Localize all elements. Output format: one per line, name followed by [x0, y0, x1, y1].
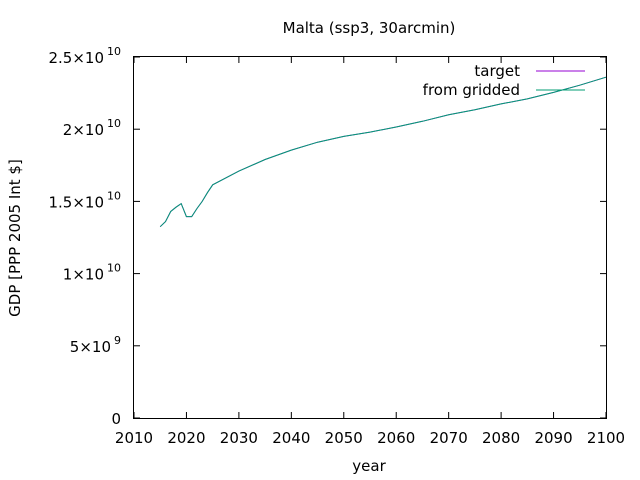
y-tick-label: 0: [111, 410, 121, 428]
x-tick-label: 2060: [377, 429, 415, 447]
chart-title: Malta (ssp3, 30arcmin): [283, 19, 456, 37]
y-tick-exponent: 10: [107, 45, 121, 58]
y-tick-mantissa: 1×10: [63, 266, 104, 284]
x-axis-label: year: [352, 457, 386, 475]
y-tick-mantissa: 0: [111, 410, 121, 428]
y-tick-mantissa: 1.5×10: [48, 193, 104, 211]
legend-label-1: from gridded: [423, 81, 520, 99]
series-lines: [159, 76, 607, 228]
x-tick-label: 2090: [534, 429, 572, 447]
x-tick-label: 2100: [587, 429, 625, 447]
plot-border: [133, 56, 607, 419]
series-line-1: [159, 76, 607, 228]
y-tick-mantissa: 2×10: [63, 121, 104, 139]
x-tick-label: 2010: [115, 429, 153, 447]
x-tick-label: 2040: [272, 429, 310, 447]
series-line-0: [159, 76, 607, 228]
axis-tick-labels: 2010 2020 2030 2040 2050 2060 2070 2080 2090 2100…: [48, 45, 625, 447]
x-tick-label: 2050: [325, 429, 363, 447]
axis-ticks: [133, 56, 607, 419]
y-tick-exponent: 10: [107, 189, 121, 202]
x-tick-label: 2020: [167, 429, 205, 447]
y-tick-label: 2.5×10 10: [48, 45, 121, 67]
y-tick-label: 1.5×10 10: [48, 189, 121, 211]
x-tick-label: 2070: [430, 429, 468, 447]
y-tick-label: 2×10 10: [63, 117, 121, 139]
y-tick-exponent: 9: [114, 334, 121, 347]
x-tick-label: 2080: [482, 429, 520, 447]
y-tick-mantissa: 5×10: [70, 338, 111, 356]
y-tick-label: 1×10 10: [63, 262, 121, 284]
y-tick-label: 5×10 9: [70, 334, 121, 356]
y-tick-exponent: 10: [107, 117, 121, 130]
legend-label-0: target: [474, 62, 520, 80]
x-tick-label: 2030: [220, 429, 258, 447]
y-axis-label: GDP [PPP 2005 Int $]: [6, 159, 24, 317]
y-tick-exponent: 10: [107, 262, 121, 275]
y-tick-mantissa: 2.5×10: [48, 49, 104, 67]
